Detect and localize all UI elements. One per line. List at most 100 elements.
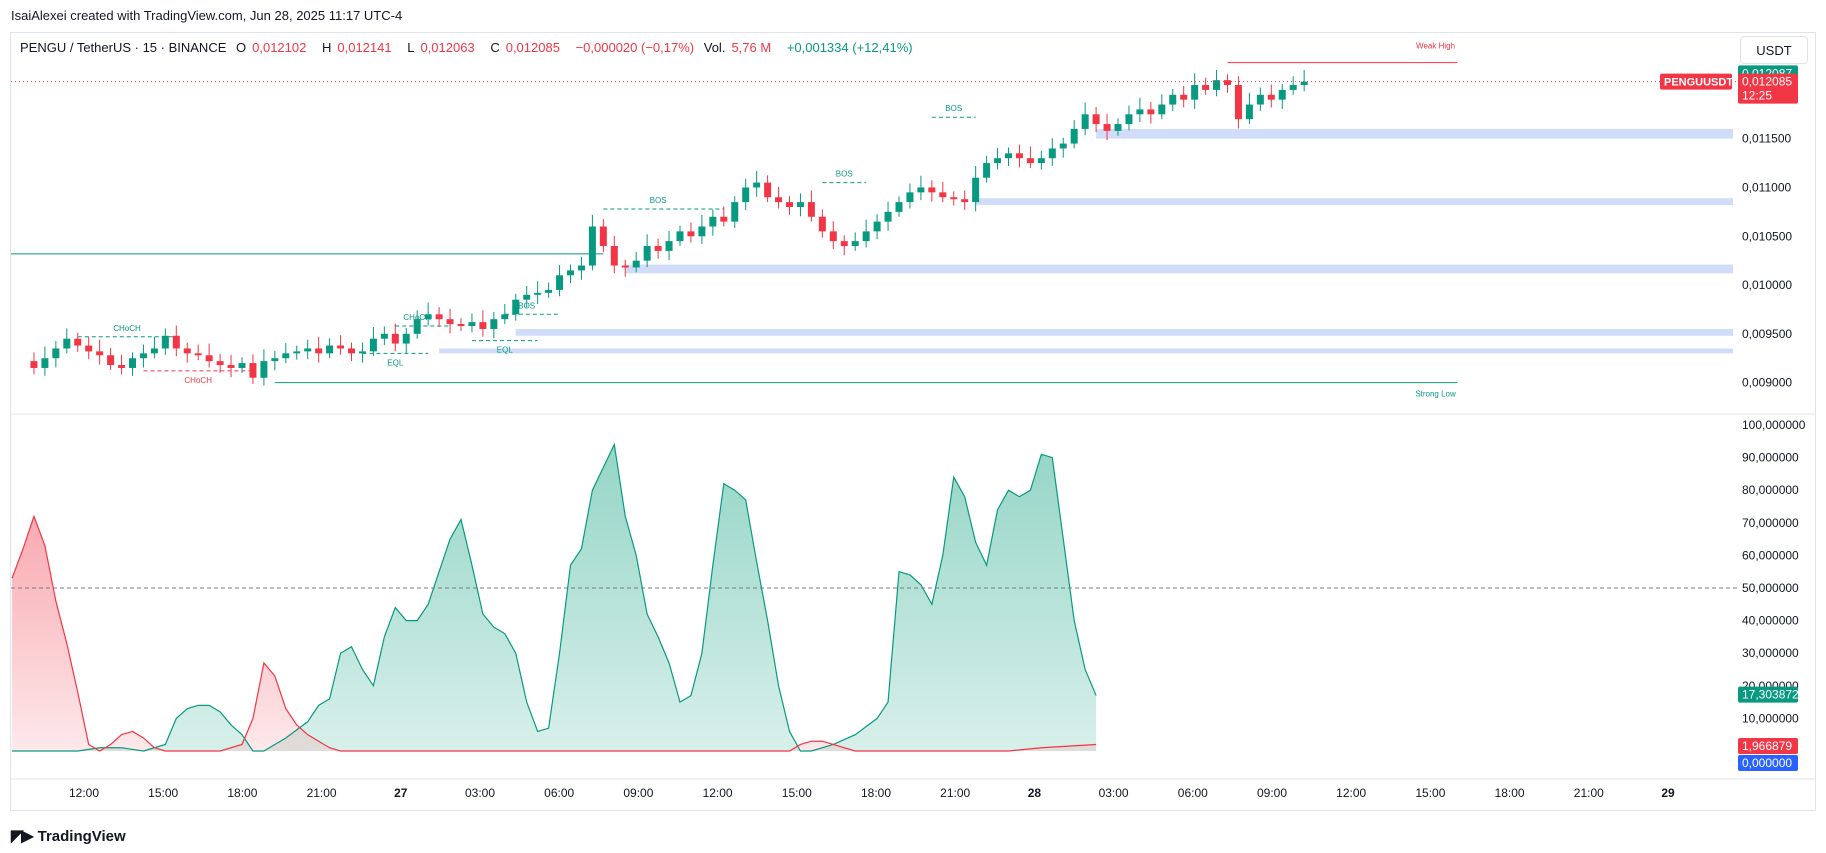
osc-axis-tick: 50,000000 xyxy=(1742,581,1799,595)
tradingview-brand: TradingView xyxy=(37,827,126,845)
symbol-tag xyxy=(1660,73,1732,90)
time-axis-tick: 18:00 xyxy=(861,786,891,800)
candle-body xyxy=(1180,94,1188,100)
candle-body xyxy=(588,226,596,266)
time-axis-tick: 27 xyxy=(394,786,408,800)
candle-body xyxy=(1267,94,1275,100)
high-value: H 0,012141 xyxy=(321,40,392,55)
osc-blue-tag-text: 0,000000 xyxy=(1742,756,1792,770)
candle-body xyxy=(698,226,706,237)
volume-value: Vol. 5,76 M xyxy=(703,40,772,55)
time-axis-tick: 09:00 xyxy=(623,786,653,800)
candle-body xyxy=(786,202,793,207)
candle-body xyxy=(1289,85,1297,90)
candle-body xyxy=(1136,109,1144,115)
candle-body xyxy=(479,322,487,329)
price-axis-tick: 0,010500 xyxy=(1742,229,1792,243)
time-axis-tick: 12:00 xyxy=(69,786,99,800)
time-axis-tick: 18:00 xyxy=(227,786,257,800)
candle-body xyxy=(862,231,870,242)
candle-body xyxy=(52,348,60,359)
candle-body xyxy=(457,324,465,327)
current-price-tag xyxy=(1738,73,1798,104)
candle-body xyxy=(391,333,399,344)
demand-zone xyxy=(1096,128,1733,139)
candle-body xyxy=(1213,80,1221,90)
candle-body xyxy=(676,231,684,242)
candle-body xyxy=(775,197,783,203)
structure-label: CHoCH xyxy=(184,376,212,385)
structure-label: BOS xyxy=(945,104,962,113)
price-axis-tick: 0,011500 xyxy=(1742,132,1791,146)
candle-body xyxy=(490,319,498,329)
osc-axis-tick: 70,000000 xyxy=(1742,516,1799,530)
candle-body xyxy=(85,345,93,352)
candle-body xyxy=(1125,114,1133,125)
candle-body xyxy=(1005,153,1012,159)
currency-button[interactable]: USDT xyxy=(1740,36,1808,64)
candle-body xyxy=(1158,104,1166,115)
time-axis-tick: 06:00 xyxy=(1178,786,1208,800)
candle-body xyxy=(939,192,947,198)
osc-axis-tick: 100,000000 xyxy=(1742,418,1806,432)
osc-axis-tick: 60,000000 xyxy=(1742,548,1799,562)
candle-body xyxy=(1234,85,1242,120)
candle-body xyxy=(1059,143,1067,149)
chart-frame xyxy=(10,32,1816,811)
candle-body xyxy=(654,246,662,251)
osc-axis-tick: 90,000000 xyxy=(1742,451,1799,465)
candle-body xyxy=(139,353,147,359)
price-axis-tick: 0,009500 xyxy=(1742,327,1792,341)
candle-body xyxy=(501,314,509,320)
candle-body xyxy=(1092,114,1100,125)
candle-body xyxy=(1114,124,1122,131)
time-axis-tick: 12:00 xyxy=(703,786,733,800)
candle-body xyxy=(851,241,859,247)
candle-body xyxy=(512,299,520,315)
oscillator-line-red xyxy=(11,514,1097,752)
time-axis-tick: 21:00 xyxy=(1574,786,1604,800)
candle-body xyxy=(1224,80,1231,86)
price-axis-tick: 0,011000 xyxy=(1742,180,1791,194)
candle-body xyxy=(577,265,585,271)
candle-body xyxy=(742,187,750,203)
demand-zone xyxy=(515,328,1733,336)
time-axis-tick: 15:00 xyxy=(782,786,812,800)
candle-body xyxy=(961,199,969,203)
candle-body xyxy=(304,348,312,352)
tradingview-footer: ◤▶ TradingView xyxy=(11,826,126,846)
current-price-text: 0,012085 xyxy=(1742,75,1792,89)
symbol-label[interactable]: PENGU / TetherUS · 15 · BINANCE xyxy=(20,40,227,55)
candle-body xyxy=(348,348,355,354)
candle-body xyxy=(621,265,629,268)
osc-red-tag-text: 1,966879 xyxy=(1742,739,1792,753)
candle-body xyxy=(1256,94,1264,105)
candle-body xyxy=(1300,81,1308,86)
candle-body xyxy=(632,260,640,268)
candle-body xyxy=(972,177,980,203)
candle-body xyxy=(994,158,1002,164)
candle-body xyxy=(1015,153,1023,159)
candle-body xyxy=(282,353,290,359)
candle-body xyxy=(720,216,728,222)
time-axis-tick: 29 xyxy=(1661,786,1675,800)
candle-body xyxy=(1191,85,1199,100)
symbol-tag-text: PENGUUSDT xyxy=(1664,77,1733,89)
candle-body xyxy=(1169,94,1177,105)
candle-body xyxy=(63,338,71,349)
tradingview-logo-icon: ◤▶ xyxy=(11,828,34,845)
candle-body xyxy=(665,241,673,251)
osc-blue-tag xyxy=(1738,755,1798,771)
candle-body xyxy=(129,358,136,368)
candle-body xyxy=(172,335,180,349)
candle-body xyxy=(534,292,542,295)
candle-body xyxy=(161,335,169,349)
candle-body xyxy=(807,202,815,217)
time-axis-tick: 28 xyxy=(1028,786,1042,800)
candle-body xyxy=(249,363,257,378)
osc-green-tag-text: 17,303872 xyxy=(1742,688,1799,702)
time-axis-tick: 09:00 xyxy=(1257,786,1287,800)
candle-body xyxy=(150,348,158,354)
demand-zone xyxy=(625,264,1733,274)
